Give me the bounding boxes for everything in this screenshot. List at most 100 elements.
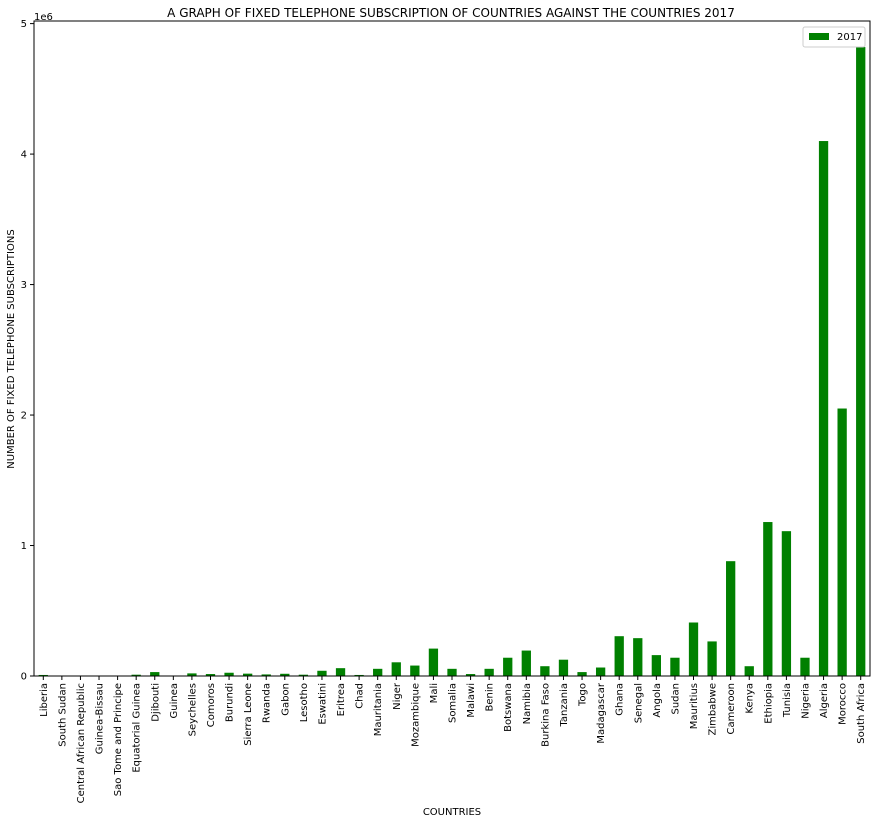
chart-title: A GRAPH OF FIXED TELEPHONE SUBSCRIPTION … [167, 6, 735, 20]
x-tick-label: Tanzania [559, 683, 570, 728]
bar [465, 674, 476, 676]
x-tick-label: Senegal [633, 683, 644, 723]
bar [447, 668, 457, 676]
x-tick-label: Botswana [503, 683, 514, 732]
x-tick-label: Angola [652, 683, 663, 718]
x-tick-label: Somalia [448, 683, 459, 723]
bar [540, 666, 550, 676]
bar [744, 666, 754, 676]
x-tick-label: South Africa [856, 683, 867, 744]
x-tick-label: Eswatini [317, 683, 328, 725]
x-tick-label: Guinea-Bissau [95, 683, 106, 754]
x-tick-label: South Sudan [57, 683, 68, 747]
bar [224, 672, 234, 676]
bar [688, 622, 699, 676]
x-tick-label: Ethiopia [763, 683, 774, 724]
bar [373, 668, 383, 676]
x-tick-label: Djibouti [150, 683, 161, 722]
bar [633, 638, 643, 676]
bar [800, 657, 810, 676]
x-tick-label: Burkina Faso [540, 683, 551, 747]
bar [298, 674, 309, 676]
bar [187, 673, 197, 676]
legend: 2017 [802, 26, 866, 48]
bar [335, 668, 346, 676]
bars-group [38, 47, 866, 677]
x-tick-label: Algeria [819, 683, 830, 718]
bar [503, 657, 513, 676]
y-axis-label: NUMBER OF FIXED TELEPHONE SUBSCRIPTIONS [6, 229, 17, 468]
x-tick-label: Central African Republic [76, 683, 87, 803]
bar [261, 674, 271, 676]
x-tick-label: Guinea [169, 683, 180, 718]
x-tick-label: Nigeria [800, 683, 811, 719]
x-tick-label: Kenya [745, 683, 756, 714]
y-tick-label: 1 [21, 541, 27, 552]
bar [670, 657, 680, 676]
y-tick-label: 0 [21, 672, 27, 683]
y-tick-label: 5 [21, 19, 27, 30]
x-tick-label: Malawi [466, 683, 477, 718]
x-tick-label: Tunisia [782, 683, 793, 718]
bar [391, 662, 401, 676]
x-tick-label: Burundi [225, 683, 236, 722]
x-tick-label: Zimbabwe [708, 683, 719, 736]
x-tick-label: Mauritius [689, 683, 700, 729]
y-tick-label: 2 [21, 411, 27, 422]
bar [595, 667, 606, 676]
x-tick-label: Togo [578, 683, 589, 707]
x-tick-label: Benin [485, 683, 496, 711]
x-tick-label: Namibia [522, 683, 533, 724]
bar [614, 636, 624, 676]
y-tick-label: 4 [21, 150, 27, 161]
bar [707, 641, 717, 676]
bar [150, 672, 160, 676]
legend-label-2017: 2017 [837, 32, 862, 43]
bar [428, 648, 439, 676]
x-tick-label: Liberia [39, 683, 50, 717]
bar [818, 141, 829, 677]
x-tick-label: Gabon [280, 683, 291, 716]
x-tick-label: Mauritania [373, 683, 384, 736]
bar [577, 672, 587, 676]
x-tick-label: Rwanda [262, 683, 273, 723]
x-tick-label: Sao Tome and Principe [113, 683, 124, 796]
bar [726, 561, 736, 676]
y-offset-text: 1e6 [34, 12, 53, 23]
x-tick-label: Eritrea [336, 683, 347, 716]
bar [558, 659, 569, 676]
x-tick-label: Madagascar [596, 682, 607, 744]
bar [484, 668, 494, 676]
bar [410, 665, 420, 676]
bar [205, 674, 216, 676]
bar [280, 673, 290, 676]
bar [131, 674, 141, 676]
bar [837, 408, 847, 676]
x-tick-label: Sierra Leone [243, 683, 254, 746]
x-axis-label: COUNTRIES [423, 807, 481, 818]
x-tick-label: Mali [429, 683, 440, 703]
bar [781, 531, 792, 676]
x-tick-label: Sudan [670, 683, 681, 715]
x-tick-label: Chad [355, 683, 366, 709]
bar [354, 674, 364, 676]
bar [38, 674, 48, 676]
x-tick-label: Comoros [206, 683, 217, 727]
bar [763, 522, 773, 676]
y-axis-ticks: 0 1 2 3 4 5 [21, 19, 34, 683]
y-tick-label: 3 [21, 280, 27, 291]
x-tick-label: Seychelles [187, 683, 198, 736]
x-tick-label: Morocco [838, 683, 849, 725]
x-tick-label: Ghana [615, 683, 626, 716]
legend-swatch [809, 33, 829, 40]
x-axis-ticks: Liberia South Sudan Central African Republ… [39, 676, 867, 803]
bar [521, 650, 531, 676]
bar [317, 670, 327, 676]
bar [856, 47, 866, 677]
x-tick-label: Cameroon [726, 683, 737, 734]
x-tick-label: Mozambique [410, 683, 421, 747]
x-tick-label: Lesotho [299, 683, 310, 722]
bar [651, 655, 661, 676]
bar [243, 673, 253, 676]
